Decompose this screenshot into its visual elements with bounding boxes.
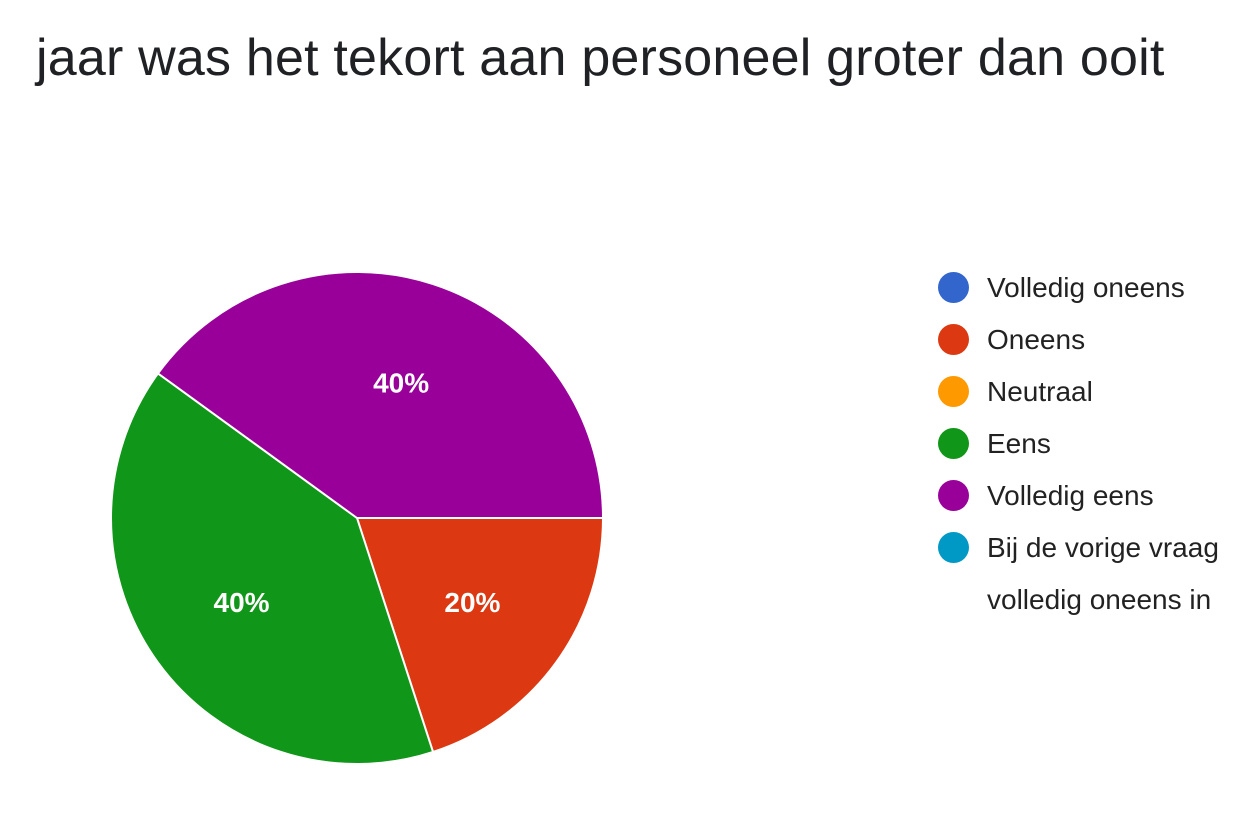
legend-label: Neutraal: [987, 376, 1093, 407]
pie-slice-volledig-eens: [156, 271, 605, 519]
legend-swatch: [938, 532, 969, 563]
pie-slice-label: 40%: [373, 367, 429, 398]
legend-swatch: [938, 428, 969, 459]
chart-legend: Volledig oneens Oneens Neutraal Eens Volledi…: [938, 266, 1260, 630]
pie-slice-oneens: [355, 517, 605, 754]
pie-chart: 20% 40% 40%: [110, 271, 605, 765]
legend-item: Bij de vorige vraag volledig oneens in: [938, 526, 1260, 630]
legend-swatch: [938, 324, 969, 355]
legend-item: Volledig oneens: [938, 266, 1260, 318]
legend-swatch: [938, 272, 969, 303]
legend-label: Bij de vorige vraag volledig oneens in: [987, 532, 1219, 615]
pie-slice-eens: [110, 372, 435, 765]
legend-item: Oneens: [938, 318, 1260, 370]
legend-label: Volledig oneens: [987, 272, 1185, 303]
legend-label: Oneens: [987, 324, 1086, 355]
chart-title: jaar was het tekort aan personeel groter…: [36, 29, 1165, 87]
legend-label: Eens: [987, 428, 1051, 459]
legend-swatch: [938, 480, 969, 511]
pie-slice-label: 20%: [444, 587, 500, 618]
legend-item: Neutraal: [938, 370, 1260, 422]
legend-swatch: [938, 376, 969, 407]
legend-item: Eens: [938, 422, 1260, 474]
legend-item: Volledig eens: [938, 474, 1260, 526]
legend-label: Volledig eens: [987, 480, 1154, 511]
pie-slice-label: 40%: [214, 587, 270, 618]
